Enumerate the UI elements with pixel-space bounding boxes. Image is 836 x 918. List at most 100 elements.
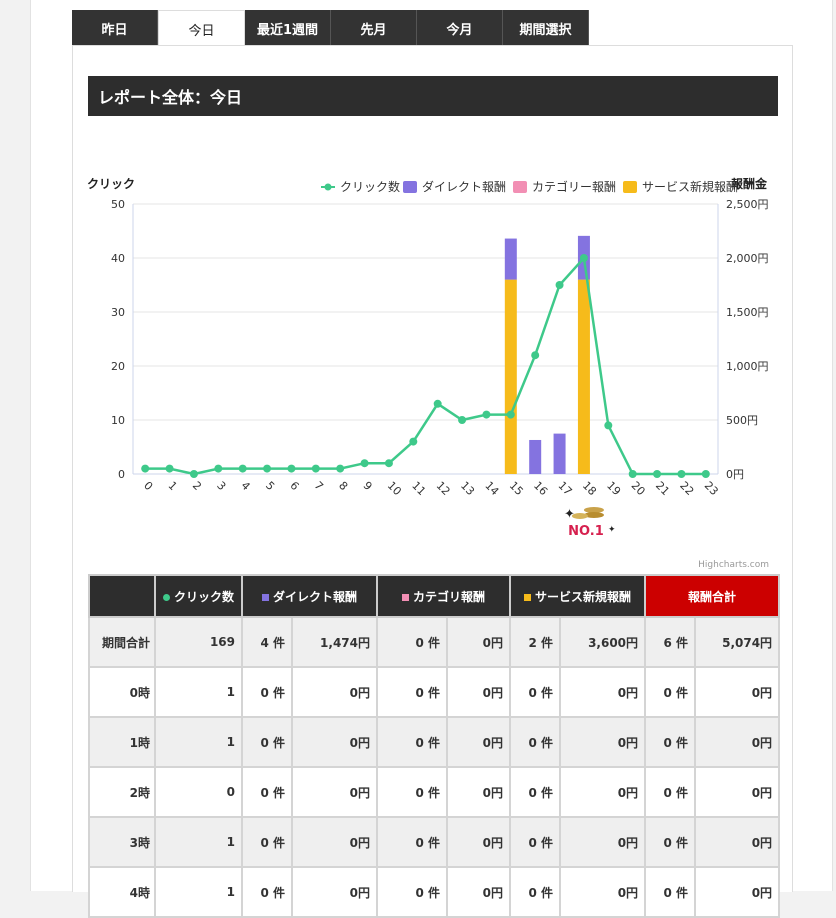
table-cell: 0円 [290,816,379,868]
table-cell: 0円 [694,666,781,718]
report-chart: 010203040500円500円1,000円1,500円2,000円2,500… [87,176,769,539]
table-row: 3時 1 0 件 0円 0 件 0円 0 件 0円 0 件 0円 [88,816,781,868]
table-cell: 0 件 [509,766,562,818]
x-axis-tick-label: 11 [409,479,428,498]
legend-color-swatch [513,181,527,193]
x-axis-tick-label: 10 [385,479,404,498]
table-row: 4時 1 0 件 0円 0 件 0円 0 件 0円 0 件 0円 [88,866,781,918]
circle-marker-icon [162,593,170,601]
x-axis-tick-label: 14 [482,479,501,498]
table-cell: 0円 [446,716,512,768]
clicks-point [165,464,174,473]
chart-bar [529,439,542,474]
right-axis-title: 報酬金 [731,176,768,191]
table-cell: 0円 [694,816,781,868]
clicks-point [701,470,710,478]
x-axis-tick-label: 6 [287,479,301,493]
table-header-row: クリック数 ダイレクト報酬 カテゴリ報酬 サービス新規報酬 報酬合計 [88,574,781,618]
clicks-point [482,410,491,419]
clicks-point [433,399,442,408]
no1-badge: NO.1 [568,524,604,539]
x-axis-tick-label: 13 [458,479,477,498]
table-cell: 1,474円 [290,616,379,668]
table-cell: 4 件 [241,616,293,668]
clicks-point [628,470,637,478]
clicks-point [287,464,296,473]
left-axis-tick-label: 10 [111,414,125,427]
chart-bar [504,279,517,474]
right-axis-tick-label: 500円 [726,414,758,427]
table-cell: 0円 [446,616,512,668]
clicks-point [141,464,150,473]
clicks-point [506,410,515,419]
clicks-point [653,470,662,478]
row-label: 3時 [88,816,156,868]
table-cell: 0 件 [644,716,697,768]
header-reward-total: 報酬合計 [644,574,781,618]
table-cell: 3,600円 [559,616,647,668]
coin-icon [571,513,588,519]
clicks-line [145,255,706,476]
clicks-point [384,459,393,468]
x-axis-tick-label: 9 [360,479,374,493]
tab-yesterday[interactable]: 昨日 [72,10,158,46]
table-cell: 0円 [446,816,512,868]
chart-bar [577,279,590,474]
right-axis-tick-label: 1,000円 [726,360,769,373]
table-cell: 1 [154,866,243,918]
x-axis-tick-label: 20 [629,479,648,498]
header-direct-reward: ダイレクト報酬 [240,574,379,618]
row-label: 2時 [88,766,156,818]
table-cell: 0円 [694,766,781,818]
clicks-point [189,470,198,478]
table-cell: 0 件 [509,816,562,868]
left-axis-tick-label: 0 [118,468,125,481]
summary-row: 期間合計 169 4 件 1,474円 0 件 0円 2 件 3,600円 6 件 5,074円 [88,616,781,668]
legend-label: クリック数 [340,179,400,194]
table-cell: 1 [154,816,243,868]
table-cell: 0 件 [376,816,449,868]
square-marker-icon [402,593,410,601]
highcharts-credits-link[interactable]: Highcharts.com [698,560,769,570]
tab-last-month[interactable]: 先月 [331,10,417,46]
square-marker-icon [262,593,269,601]
table-cell: 0 件 [376,716,449,768]
x-axis-tick-label: 21 [653,479,672,498]
table-cell: 0円 [290,666,379,718]
right-axis-tick-label: 0円 [726,468,744,481]
table-cell: 0円 [290,716,379,768]
tab-date-range[interactable]: 期間選択 [503,10,589,46]
left-axis-tick-label: 30 [111,306,125,319]
table-cell: 0 件 [644,666,697,718]
x-axis-tick-label: 3 [214,479,228,493]
tab-this-month[interactable]: 今月 [417,10,503,46]
header-label: 報酬合計 [688,589,737,604]
sparkle-icon: ✦ [564,507,575,522]
table-cell: 0 件 [376,666,449,718]
table-cell: 0円 [559,716,647,768]
clicks-point [531,351,540,360]
table-cell: 0 件 [509,866,562,918]
table-cell: 0 件 [241,816,293,868]
table-cell: 0円 [290,866,379,918]
table-cell: 0円 [694,716,781,768]
legend-color-swatch [403,181,417,193]
legend-dot-marker [324,183,332,191]
coin-icon [583,507,604,513]
legend-label: ダイレクト報酬 [422,179,506,194]
tab-last-week[interactable]: 最近1週間 [245,10,331,46]
clicks-point [311,464,320,473]
table-cell: 0円 [694,866,781,918]
left-axis-tick-label: 40 [111,252,125,265]
sparkle-icon: ✦ [608,525,616,535]
x-axis-tick-label: 0 [141,479,155,493]
header-label: ダイレクト報酬 [273,589,358,604]
left-axis-tick-label: 20 [111,360,125,373]
table-cell: 0 件 [376,616,449,668]
header-label: クリック数 [173,589,234,604]
x-axis-tick-label: 4 [239,479,253,493]
row-label: 1時 [88,716,156,768]
tab-today[interactable]: 今日 [158,10,245,47]
header-clicks: クリック数 [154,574,243,618]
table-cell: 0 [154,766,243,818]
